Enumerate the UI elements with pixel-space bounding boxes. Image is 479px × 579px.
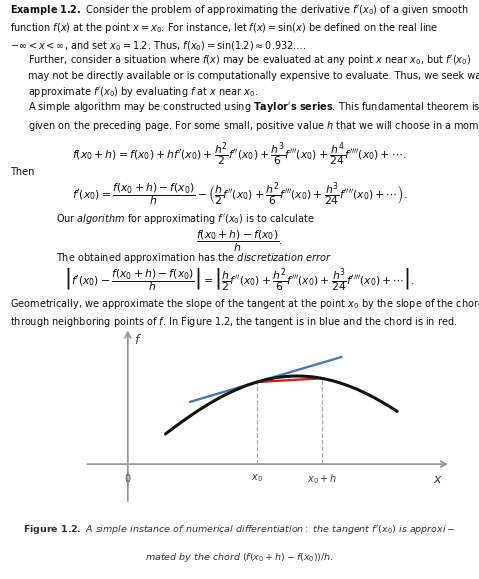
Text: Our $\mathit{algorithm}$ for approximating $f'(x_0)$ is to calculate: Our $\mathit{algorithm}$ for approximati…	[56, 212, 314, 226]
Text: Then: Then	[10, 167, 34, 177]
Text: Further, consider a situation where $f(x)$ may be evaluated at any point $x$ nea: Further, consider a situation where $f(x…	[28, 53, 479, 100]
Text: $\mathbf{Example\ 1.2.}$ Consider the problem of approximating the derivative $f: $\mathbf{Example\ 1.2.}$ Consider the pr…	[10, 3, 468, 53]
Text: $\mathit{mated\ by\ the\ chord}$ $(f(x_0+h)-f(x_0))/h.$: $\mathit{mated\ by\ the\ chord}$ $(f(x_0…	[145, 551, 334, 564]
Text: $f'(x_0)=\dfrac{f(x_0+h)-f(x_0)}{h}-\left(\dfrac{h}{2}f''(x_0)+\dfrac{h^2}{6}f'': $f'(x_0)=\dfrac{f(x_0+h)-f(x_0)}{h}-\lef…	[72, 180, 407, 208]
Text: A simple algorithm may be constructed using $\mathbf{Taylor's\ series}$. This fu: A simple algorithm may be constructed us…	[28, 100, 479, 133]
Text: $\dfrac{f(x_0+h)-f(x_0)}{h}.$: $\dfrac{f(x_0+h)-f(x_0)}{h}.$	[196, 229, 283, 254]
Text: $\mathbf{Figure\ 1.2.}$ $\mathit{A\ simple\ instance\ of\ numerical\ differentia: $\mathbf{Figure\ 1.2.}$ $\mathit{A\ simp…	[23, 523, 456, 536]
Text: The obtained approximation has the $\mathit{discretization\ error}$: The obtained approximation has the $\mat…	[56, 251, 332, 265]
Text: Geometrically, we approximate the slope of the tangent at the point $x_0$ by the: Geometrically, we approximate the slope …	[10, 296, 479, 329]
Text: $\left|f'(x_0)-\dfrac{f(x_0+h)-f(x_0)}{h}\right|=\left|\dfrac{h}{2}f''(x_0)+\dfr: $\left|f'(x_0)-\dfrac{f(x_0+h)-f(x_0)}{h…	[64, 267, 415, 294]
Text: $f(x_0+h)=f(x_0)+hf'(x_0)+\dfrac{h^2}{2}f''(x_0)+\dfrac{h^3}{6}f'''(x_0)+\dfrac{: $f(x_0+h)=f(x_0)+hf'(x_0)+\dfrac{h^2}{2}…	[72, 140, 407, 168]
